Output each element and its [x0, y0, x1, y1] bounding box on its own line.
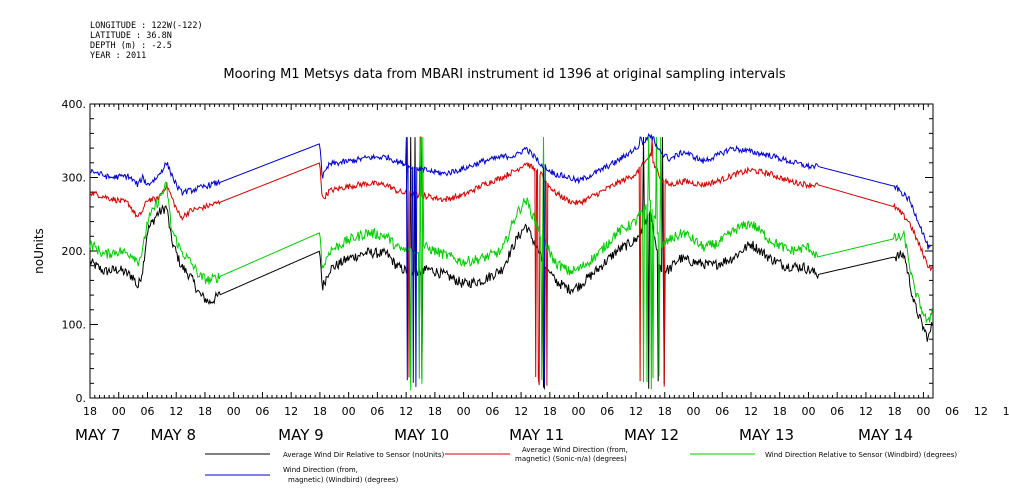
x-tick-label: 06	[255, 405, 269, 418]
x-tick-label: 12	[514, 405, 528, 418]
x-tick-label: 18	[658, 405, 672, 418]
x-tick-label: 00	[227, 405, 241, 418]
series-line-1	[89, 136, 933, 387]
x-tick-label: 00	[687, 405, 701, 418]
x-tick-label: 06	[715, 405, 729, 418]
x-tick-label: 12	[169, 405, 183, 418]
x-tick-label: 12	[744, 405, 758, 418]
day-labels: MAY 7 MAY 8 MAY 9 MAY 10 MAY 11 MAY 12 MAY 13 M…	[75, 426, 913, 444]
day-label: MAY 7	[75, 426, 121, 444]
x-tick-label: 18	[543, 405, 557, 418]
x-tick-labels: 18 00 06 12 18 00 06 12 18 00 06 12 18 00 06 12 18 00 06 12…	[83, 405, 1009, 418]
latitude-label: LATITUDE : 36.8N	[90, 31, 172, 41]
depth-label: DEPTH (m) : -2.5	[90, 41, 172, 51]
x-tick-label: 00	[801, 405, 815, 418]
longitude-label: LONGITUDE : 122W(-122)	[90, 21, 203, 31]
x-tick-label: 00	[342, 405, 356, 418]
legend-label-sonic-dir: Average Wind Direction (from, magnetic) …	[515, 446, 630, 463]
legend-label-windbird-relative: Wind Direction Relative to Sensor (Windb…	[765, 451, 957, 459]
axis-ticks	[89, 103, 934, 399]
x-tick-label: 18	[1003, 405, 1009, 418]
y-tick-label: 300.	[62, 172, 87, 185]
x-tick-label: 00	[916, 405, 930, 418]
series-layer	[89, 132, 933, 391]
series-line-3	[90, 132, 933, 387]
x-tick-label: 06	[370, 405, 384, 418]
day-label: MAY 13	[739, 426, 794, 444]
y-tick-labels: 0. 100. 200. 300. 400.	[62, 98, 87, 405]
x-tick-label: 06	[600, 405, 614, 418]
plot-frame	[89, 103, 934, 399]
x-tick-label: 06	[140, 405, 154, 418]
x-tick-label: 00	[572, 405, 586, 418]
day-label: MAY 8	[150, 426, 196, 444]
x-tick-label: 06	[830, 405, 844, 418]
x-tick-label: 12	[399, 405, 413, 418]
legend-label-relative-dir: Average Wind Dir Relative to Sensor (noU…	[283, 451, 444, 459]
x-tick-label: 18	[83, 405, 97, 418]
y-tick-label: 400.	[62, 98, 87, 111]
x-tick-label: 00	[112, 405, 126, 418]
x-tick-label: 18	[313, 405, 327, 418]
day-label: MAY 11	[509, 426, 564, 444]
day-label: MAY 14	[858, 426, 913, 444]
x-tick-label: 18	[428, 405, 442, 418]
series-line-2	[89, 137, 933, 391]
y-axis-label: noUnits	[32, 228, 46, 274]
legend-line1: Average Wind Direction (from,	[522, 446, 628, 454]
x-tick-label: 00	[457, 405, 471, 418]
legend: Average Wind Dir Relative to Sensor (noU…	[205, 446, 957, 484]
year-label: YEAR : 2011	[90, 51, 147, 61]
x-tick-label: 12	[859, 405, 873, 418]
legend-line2: magnetic) (Sonic-n/a) (degrees)	[515, 455, 627, 463]
chart-title: Mooring M1 Metsys data from MBARI instru…	[223, 67, 786, 82]
x-tick-label: 18	[888, 405, 902, 418]
legend-line2: magnetic) (Windbird) (degrees)	[288, 476, 399, 484]
x-tick-label: 06	[945, 405, 959, 418]
y-tick-label: 0.	[76, 392, 87, 405]
x-tick-label: 12	[629, 405, 643, 418]
series-line-0	[89, 137, 933, 391]
x-tick-label: 18	[773, 405, 787, 418]
x-tick-label: 12	[284, 405, 298, 418]
x-tick-label: 06	[485, 405, 499, 418]
y-tick-label: 200.	[62, 245, 87, 258]
y-tick-label: 100.	[62, 319, 87, 332]
x-tick-label: 18	[198, 405, 212, 418]
legend-line1: Wind Direction (from,	[283, 466, 358, 474]
day-label: MAY 12	[624, 426, 679, 444]
legend-label-windbird-dir: Wind Direction (from, magnetic) (Windbir…	[283, 466, 399, 484]
x-tick-label: 12	[974, 405, 988, 418]
day-label: MAY 9	[278, 426, 324, 444]
day-label: MAY 10	[394, 426, 449, 444]
